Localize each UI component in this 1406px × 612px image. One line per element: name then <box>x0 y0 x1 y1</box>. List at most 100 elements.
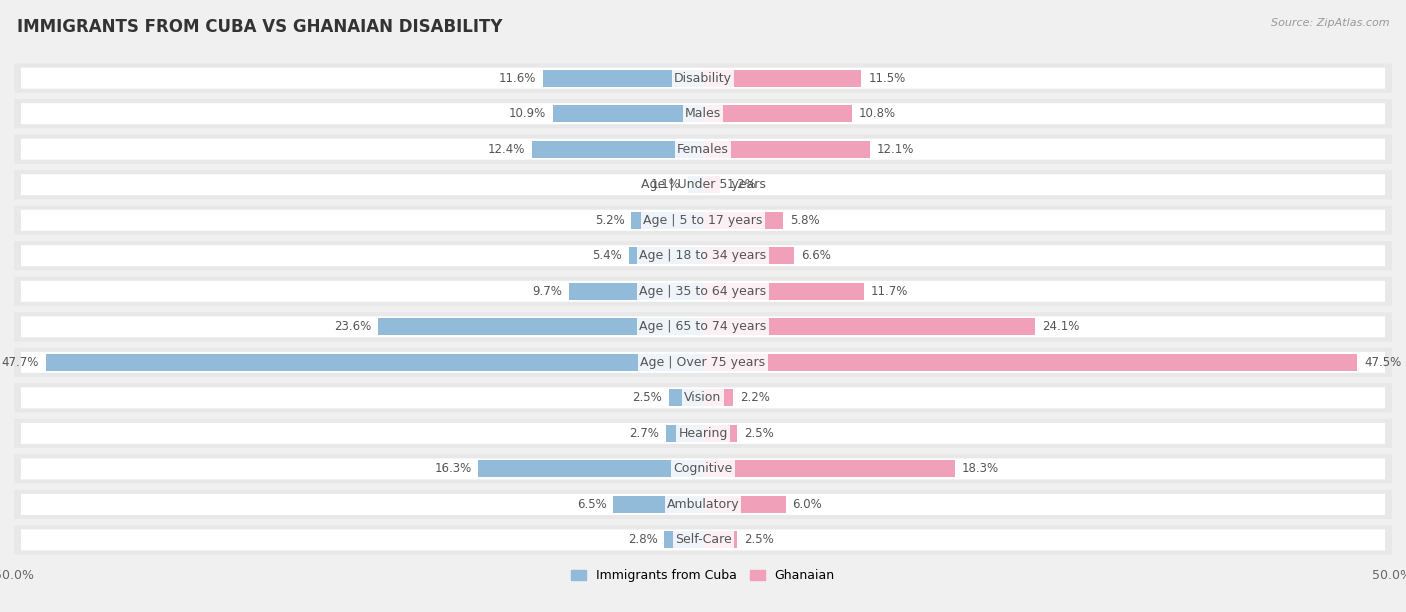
Text: Age | Over 75 years: Age | Over 75 years <box>641 356 765 369</box>
FancyBboxPatch shape <box>14 170 1392 200</box>
Text: 23.6%: 23.6% <box>333 320 371 334</box>
FancyBboxPatch shape <box>21 494 1385 515</box>
Text: 5.8%: 5.8% <box>790 214 820 227</box>
Bar <box>703 247 794 264</box>
Text: 11.7%: 11.7% <box>872 285 908 298</box>
Text: Ambulatory: Ambulatory <box>666 498 740 511</box>
FancyBboxPatch shape <box>14 525 1392 554</box>
FancyBboxPatch shape <box>14 277 1392 306</box>
Bar <box>703 460 955 477</box>
FancyBboxPatch shape <box>21 281 1385 302</box>
Text: 11.6%: 11.6% <box>499 72 536 84</box>
FancyBboxPatch shape <box>14 348 1392 377</box>
Text: Hearing: Hearing <box>678 427 728 440</box>
Bar <box>553 105 703 122</box>
Text: 2.7%: 2.7% <box>628 427 659 440</box>
Text: 1.1%: 1.1% <box>651 178 681 191</box>
Text: 12.4%: 12.4% <box>488 143 526 155</box>
FancyBboxPatch shape <box>21 68 1385 89</box>
Text: Vision: Vision <box>685 391 721 405</box>
FancyBboxPatch shape <box>21 423 1385 444</box>
FancyBboxPatch shape <box>21 352 1385 373</box>
FancyBboxPatch shape <box>21 316 1385 337</box>
Text: 10.8%: 10.8% <box>859 107 896 120</box>
Text: 2.5%: 2.5% <box>631 391 662 405</box>
Text: 24.1%: 24.1% <box>1042 320 1080 334</box>
Text: 10.9%: 10.9% <box>509 107 546 120</box>
FancyBboxPatch shape <box>21 210 1385 231</box>
Text: 47.7%: 47.7% <box>1 356 39 369</box>
Bar <box>569 283 703 300</box>
Bar <box>703 141 870 158</box>
Text: Age | 5 to 17 years: Age | 5 to 17 years <box>644 214 762 227</box>
Bar <box>478 460 703 477</box>
Bar <box>628 247 703 264</box>
FancyBboxPatch shape <box>14 419 1392 448</box>
Text: 9.7%: 9.7% <box>533 285 562 298</box>
Text: 5.4%: 5.4% <box>592 249 621 263</box>
FancyBboxPatch shape <box>14 241 1392 271</box>
FancyBboxPatch shape <box>21 174 1385 195</box>
Text: 6.6%: 6.6% <box>801 249 831 263</box>
Text: 18.3%: 18.3% <box>962 463 1000 476</box>
Bar <box>669 389 703 406</box>
Text: 16.3%: 16.3% <box>434 463 471 476</box>
Bar <box>703 496 786 513</box>
Bar <box>688 176 703 193</box>
Bar <box>378 318 703 335</box>
Text: Age | Under 5 years: Age | Under 5 years <box>641 178 765 191</box>
Bar <box>665 531 703 548</box>
Bar <box>703 212 783 229</box>
Bar <box>703 354 1358 371</box>
FancyBboxPatch shape <box>21 387 1385 408</box>
Text: 2.2%: 2.2% <box>740 391 770 405</box>
Text: 6.0%: 6.0% <box>793 498 823 511</box>
Text: 12.1%: 12.1% <box>876 143 914 155</box>
Text: 5.2%: 5.2% <box>595 214 624 227</box>
Legend: Immigrants from Cuba, Ghanaian: Immigrants from Cuba, Ghanaian <box>567 564 839 588</box>
Bar <box>703 389 734 406</box>
Bar <box>703 531 738 548</box>
Text: 2.5%: 2.5% <box>744 427 775 440</box>
Text: IMMIGRANTS FROM CUBA VS GHANAIAN DISABILITY: IMMIGRANTS FROM CUBA VS GHANAIAN DISABIL… <box>17 18 502 36</box>
Bar <box>703 425 738 442</box>
Bar <box>703 105 852 122</box>
FancyBboxPatch shape <box>21 529 1385 550</box>
Text: 2.5%: 2.5% <box>744 534 775 547</box>
Text: Males: Males <box>685 107 721 120</box>
FancyBboxPatch shape <box>14 490 1392 519</box>
FancyBboxPatch shape <box>14 206 1392 235</box>
Text: 47.5%: 47.5% <box>1364 356 1402 369</box>
Text: 2.8%: 2.8% <box>628 534 658 547</box>
FancyBboxPatch shape <box>14 383 1392 412</box>
FancyBboxPatch shape <box>21 245 1385 266</box>
Bar <box>703 176 720 193</box>
Bar <box>666 425 703 442</box>
Bar <box>703 283 865 300</box>
Text: Source: ZipAtlas.com: Source: ZipAtlas.com <box>1271 18 1389 28</box>
Text: Age | 65 to 74 years: Age | 65 to 74 years <box>640 320 766 334</box>
FancyBboxPatch shape <box>14 64 1392 93</box>
FancyBboxPatch shape <box>21 458 1385 479</box>
FancyBboxPatch shape <box>14 312 1392 341</box>
FancyBboxPatch shape <box>21 103 1385 124</box>
Text: 11.5%: 11.5% <box>869 72 905 84</box>
FancyBboxPatch shape <box>14 454 1392 483</box>
Bar <box>631 212 703 229</box>
Bar <box>703 318 1035 335</box>
Bar <box>531 141 703 158</box>
Text: Age | 18 to 34 years: Age | 18 to 34 years <box>640 249 766 263</box>
Text: 1.2%: 1.2% <box>727 178 756 191</box>
FancyBboxPatch shape <box>21 139 1385 160</box>
Bar <box>46 354 703 371</box>
Text: Self-Care: Self-Care <box>675 534 731 547</box>
Bar <box>613 496 703 513</box>
Bar <box>543 70 703 87</box>
Text: 6.5%: 6.5% <box>576 498 606 511</box>
Text: Age | 35 to 64 years: Age | 35 to 64 years <box>640 285 766 298</box>
Bar <box>703 70 862 87</box>
Text: Females: Females <box>678 143 728 155</box>
Text: Disability: Disability <box>673 72 733 84</box>
Text: Cognitive: Cognitive <box>673 463 733 476</box>
FancyBboxPatch shape <box>14 99 1392 129</box>
